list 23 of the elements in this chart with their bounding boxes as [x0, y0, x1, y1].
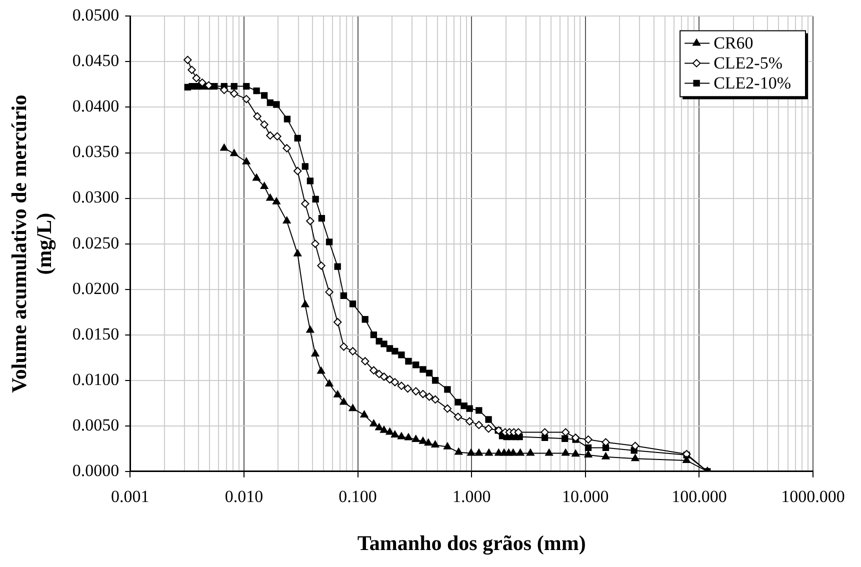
x-tick-label: 1000.000 — [781, 487, 845, 506]
y-axis-title: Volume acumulativo de mercúrio (mg/L) — [7, 94, 56, 393]
legend-label: CLE2-5% — [714, 54, 783, 73]
x-axis-title: Tamanho dos grãos (mm) — [357, 530, 586, 555]
x-tick-label: 10.000 — [562, 487, 609, 506]
y-tick-label: 0.0000 — [72, 460, 120, 480]
x-tick-label: 0.001 — [111, 487, 150, 506]
y-tick-label: 0.0300 — [72, 188, 120, 207]
y-tick-label: 0.0350 — [72, 142, 120, 162]
x-tick-label: 100.000 — [672, 487, 727, 506]
y-tick-label: 0.0100 — [72, 370, 120, 389]
y-tick-label: 0.0200 — [72, 278, 120, 298]
y-tick-label: 0.0450 — [72, 51, 120, 70]
legend-label: CR60 — [714, 34, 754, 53]
x-tick-label: 0.010 — [224, 487, 264, 506]
y-tick-label: 0.0400 — [72, 96, 120, 116]
x-tick-label: 1.000 — [452, 487, 491, 506]
y-tick-label: 0.0150 — [72, 324, 120, 344]
legend-label: CLE2-10% — [714, 74, 792, 93]
x-tick-label: 0.100 — [338, 487, 377, 506]
y-tick-label: 0.0500 — [72, 6, 120, 25]
y-tick-label: 0.0250 — [72, 233, 120, 252]
y-tick-label: 0.0050 — [72, 415, 120, 434]
